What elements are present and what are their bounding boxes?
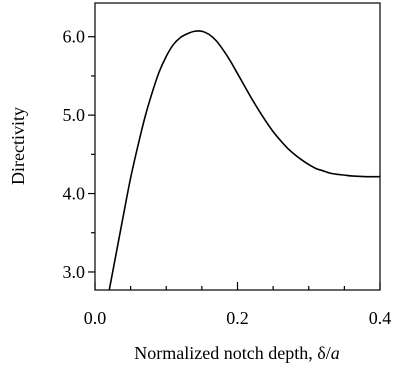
x-tick-label: 0.0: [84, 308, 107, 328]
y-tick-label: 3.0: [63, 262, 86, 282]
x-tick-label: 0.2: [226, 308, 249, 328]
directivity-curve: [108, 30, 380, 291]
y-tick-label: 5.0: [63, 105, 86, 125]
y-axis-tick-labels: 3.0 4.0 5.0 6.0: [63, 27, 86, 282]
x-axis-tick-labels: 0.0 0.2 0.4: [84, 308, 392, 328]
x-axis-label: Normalized notch depth, δ/a: [134, 343, 339, 363]
x-tick-label: 0.4: [369, 308, 392, 328]
y-axis-label: Directivity: [8, 107, 28, 185]
y-axis-ticks: [88, 36, 95, 273]
x-axis-ticks: [94, 282, 381, 290]
y-tick-label: 4.0: [63, 184, 86, 204]
y-tick-label: 6.0: [63, 27, 86, 47]
